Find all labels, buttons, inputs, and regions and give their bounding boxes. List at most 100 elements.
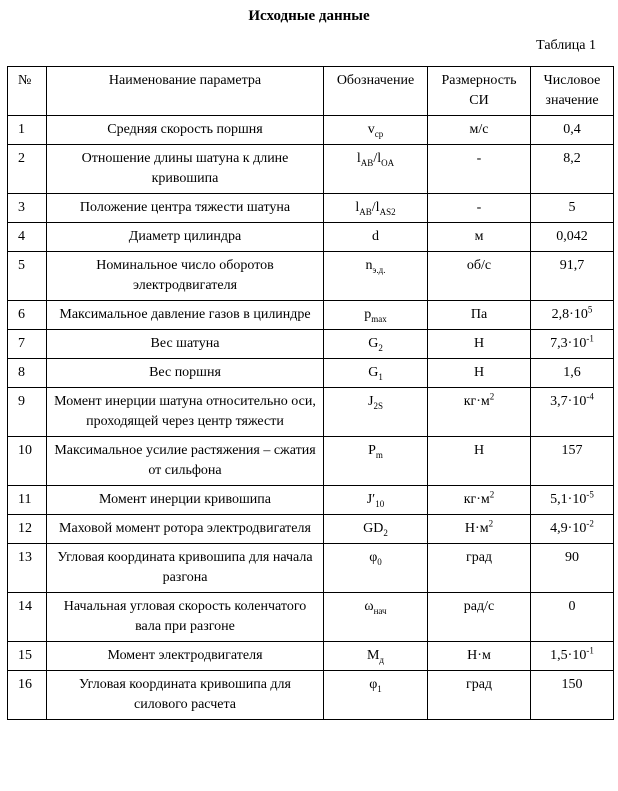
cell-value: 1,5·10-1: [530, 641, 614, 671]
cell-symbol: Mд: [323, 641, 428, 671]
text: 7,3·10: [550, 336, 587, 351]
cell-value: 0,042: [530, 222, 614, 252]
cell-name: Маховой момент ротора электродвигателя: [46, 514, 324, 544]
table-row: 8 Вес поршня G1 Н 1,6: [7, 358, 614, 388]
supscript: -4: [586, 391, 594, 402]
cell-value: 4,9·10-2: [530, 514, 614, 544]
text: Па: [470, 307, 488, 322]
cell-n: 6: [7, 300, 47, 330]
cell-symbol: G1: [323, 358, 428, 388]
text: об/с: [466, 258, 492, 273]
cell-symbol: lAB/lOA: [323, 144, 428, 194]
cell-name: Начальная угловая скорость коленчатого в…: [46, 592, 324, 642]
cell-name: Максимальное давление газов в цилиндре: [46, 300, 324, 330]
cell-unit: Н·м: [427, 641, 531, 671]
cell-unit: м: [427, 222, 531, 252]
cell-name: Вес поршня: [46, 358, 324, 388]
text: v: [367, 122, 375, 137]
subscript: 10: [375, 498, 385, 509]
cell-n: 14: [7, 592, 47, 642]
header-row: № Наименование параметра Обозначение Размер…: [7, 66, 614, 116]
text: GD: [363, 521, 384, 536]
table-row: 2 Отношение длины шатуна к длине кривошип…: [7, 144, 614, 194]
cell-name: Угловая координата кривошипа для начала …: [46, 543, 324, 593]
text: d: [372, 229, 379, 244]
column-header: №: [7, 66, 47, 116]
text: φ: [369, 677, 378, 692]
text: G: [368, 336, 379, 351]
text: кг·м: [463, 492, 490, 507]
subscript: 1: [378, 371, 383, 382]
cell-value: 7,3·10-1: [530, 329, 614, 359]
cell-name: Средняя скорость поршня: [46, 115, 324, 145]
text: 1,6: [563, 365, 581, 380]
cell-unit: рад/с: [427, 592, 531, 642]
cell-name: Момент инерции шатуна относительно оси, …: [46, 387, 324, 437]
cell-symbol: φ0: [323, 543, 428, 593]
cell-n: 12: [7, 514, 47, 544]
table-row: 10 Максимальное усилие растяжения – сжати…: [7, 436, 614, 486]
cell-symbol: GD2: [323, 514, 428, 544]
cell-n: 2: [7, 144, 47, 194]
subscript: OA: [381, 157, 395, 168]
subscript: 1: [377, 683, 382, 694]
subscript: 0: [377, 556, 382, 567]
cell-value: 157: [530, 436, 614, 486]
cell-symbol: φ1: [323, 670, 428, 720]
subscript: э.д.: [372, 264, 386, 275]
subscript: AB: [359, 206, 372, 217]
column-header: Наименование параметра: [46, 66, 324, 116]
cell-symbol: pmax: [323, 300, 428, 330]
cell-symbol: vср: [323, 115, 428, 145]
table-row: 1 Средняя скорость поршня vср м/с 0,4: [7, 115, 614, 145]
cell-name: Максимальное усилие растяжения – сжатия …: [46, 436, 324, 486]
cell-n: 16: [7, 670, 47, 720]
cell-symbol: Pm: [323, 436, 428, 486]
cell-name: Угловая координата кривошипа для силовог…: [46, 670, 324, 720]
cell-value: 150: [530, 670, 614, 720]
subscript: AS2: [379, 206, 396, 217]
text: 91,7: [559, 258, 585, 273]
cell-n: 5: [7, 251, 47, 301]
cell-value: 5: [530, 193, 614, 223]
text: p: [364, 307, 372, 322]
cell-unit: кг·м2: [427, 387, 531, 437]
text: 0,042: [556, 229, 588, 244]
text: 0,4: [563, 122, 581, 137]
cell-name: Момент инерции кривошипа: [46, 485, 324, 515]
text: 0: [568, 599, 576, 614]
text: Н: [473, 336, 485, 351]
subscript: нач: [373, 605, 387, 616]
text: 5,1·10: [550, 492, 587, 507]
subscript: 2: [378, 342, 383, 353]
table-row: 5 Номинальное число оборотов электродвига…: [7, 251, 614, 301]
table-row: 4 Диаметр цилиндра d м 0,042: [7, 222, 614, 252]
cell-value: 2,8·105: [530, 300, 614, 330]
text: l: [356, 151, 361, 166]
cell-symbol: lAB/lAS2: [323, 193, 428, 223]
cell-n: 11: [7, 485, 47, 515]
table-row: 7 Вес шатуна G2 Н 7,3·10-1: [7, 329, 614, 359]
text: 157: [561, 443, 583, 458]
cell-value: 5,1·10-5: [530, 485, 614, 515]
cell-value: 0: [530, 592, 614, 642]
cell-symbol: J2S: [323, 387, 428, 437]
text: 150: [561, 677, 583, 692]
supscript: -1: [586, 645, 594, 656]
column-header: Числовое значение: [530, 66, 614, 116]
text: град: [465, 550, 493, 565]
cell-name: Диаметр цилиндра: [46, 222, 324, 252]
table-caption: Таблица 1: [536, 38, 596, 53]
cell-n: 15: [7, 641, 47, 671]
cell-symbol: nэ.д.: [323, 251, 428, 301]
supscript: -1: [586, 333, 594, 344]
text: φ: [369, 550, 378, 565]
text: Н·м: [467, 648, 491, 663]
supscript: 2: [489, 489, 495, 500]
text: Н·м: [464, 521, 489, 536]
cell-n: 10: [7, 436, 47, 486]
cell-value: 90: [530, 543, 614, 593]
supscript: -2: [586, 518, 594, 529]
table-row: 11 Момент инерции кривошипа J′10 кг·м2 5,1·1…: [7, 485, 614, 515]
text: M: [366, 648, 380, 663]
